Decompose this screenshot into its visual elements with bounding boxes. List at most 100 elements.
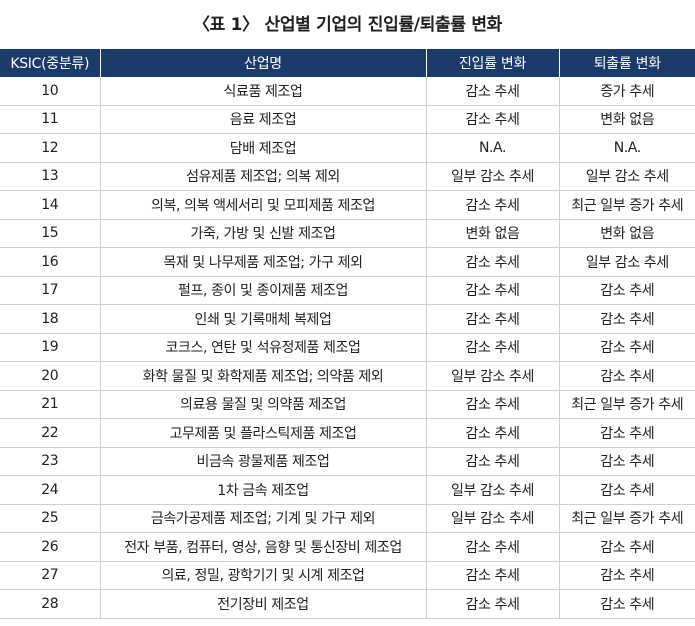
cell-exit-rate-change: 감소 추세 <box>558 589 695 619</box>
table-row: 20 화학 물질 및 화학제품 제조업; 의약품 제외 일부 감소 추세 감소 추세 <box>0 361 695 391</box>
cell-entry-rate-change: 감소 추세 <box>425 561 559 590</box>
table-row: 19 코크스, 연탄 및 석유정제품 제조업 감소 추세 감소 추세 <box>0 333 695 362</box>
cell-industry-name: 전기장비 제조업 <box>99 589 426 619</box>
cell-industry-name: 금속가공제품 제조업; 기계 및 가구 제외 <box>99 504 426 533</box>
cell-entry-rate-change: N.A. <box>425 133 559 163</box>
header-entry-rate-change: 진입률 변화 <box>425 49 559 77</box>
cell-entry-rate-change: 감소 추세 <box>425 77 559 106</box>
cell-exit-rate-change: 감소 추세 <box>558 532 695 562</box>
cell-exit-rate-change: 감소 추세 <box>558 361 695 391</box>
cell-exit-rate-change: 감소 추세 <box>558 475 695 505</box>
cell-industry-name: 식료품 제조업 <box>99 77 426 106</box>
cell-industry-name: 화학 물질 및 화학제품 제조업; 의약품 제외 <box>99 361 426 391</box>
cell-ksic-code: 10 <box>0 77 100 106</box>
cell-industry-name: 인쇄 및 기록매체 복제업 <box>99 304 426 334</box>
cell-industry-name: 담배 제조업 <box>99 133 426 163</box>
cell-entry-rate-change: 일부 감소 추세 <box>425 162 559 191</box>
table-row: 27 의료, 정밀, 광학기기 및 시계 제조업 감소 추세 감소 추세 <box>0 561 695 590</box>
cell-industry-name: 목재 및 나무제품 제조업; 가구 제외 <box>99 247 426 277</box>
cell-ksic-code: 21 <box>0 390 100 419</box>
table-row: 25 금속가공제품 제조업; 기계 및 가구 제외 일부 감소 추세 최근 일부 증가… <box>0 504 695 533</box>
cell-ksic-code: 18 <box>0 304 100 334</box>
cell-entry-rate-change: 감소 추세 <box>425 333 559 362</box>
cell-industry-name: 의복, 의복 액세서리 및 모피제품 제조업 <box>99 190 426 220</box>
cell-entry-rate-change: 감소 추세 <box>425 190 559 220</box>
cell-ksic-code: 22 <box>0 418 100 448</box>
cell-ksic-code: 26 <box>0 532 100 562</box>
cell-industry-name: 고무제품 및 플라스틱제품 제조업 <box>99 418 426 448</box>
cell-entry-rate-change: 감소 추세 <box>425 447 559 476</box>
table-row: 24 1차 금속 제조업 일부 감소 추세 감소 추세 <box>0 475 695 505</box>
cell-industry-name: 의료, 정밀, 광학기기 및 시계 제조업 <box>99 561 426 590</box>
cell-entry-rate-change: 일부 감소 추세 <box>425 475 559 505</box>
cell-ksic-code: 16 <box>0 247 100 277</box>
cell-ksic-code: 24 <box>0 475 100 505</box>
cell-entry-rate-change: 일부 감소 추세 <box>425 504 559 533</box>
cell-exit-rate-change: 감소 추세 <box>558 276 695 305</box>
cell-ksic-code: 14 <box>0 190 100 220</box>
cell-exit-rate-change: 변화 없음 <box>558 219 695 248</box>
cell-entry-rate-change: 감소 추세 <box>425 418 559 448</box>
table-row: 10 식료품 제조업 감소 추세 증가 추세 <box>0 77 695 106</box>
cell-ksic-code: 12 <box>0 133 100 163</box>
cell-exit-rate-change: 감소 추세 <box>558 561 695 590</box>
cell-entry-rate-change: 감소 추세 <box>425 247 559 277</box>
table-header: KSIC(중분류) 산업명 진입률 변화 퇴출률 변화 <box>0 49 695 77</box>
cell-exit-rate-change: 감소 추세 <box>558 333 695 362</box>
table-row: 16 목재 및 나무제품 제조업; 가구 제외 감소 추세 일부 감소 추세 <box>0 247 695 277</box>
cell-entry-rate-change: 감소 추세 <box>425 390 559 419</box>
cell-entry-rate-change: 감소 추세 <box>425 105 559 134</box>
table-row: 12 담배 제조업 N.A. N.A. <box>0 133 695 163</box>
cell-entry-rate-change: 감소 추세 <box>425 304 559 334</box>
cell-exit-rate-change: 최근 일부 증가 추세 <box>558 190 695 220</box>
cell-industry-name: 의료용 물질 및 의약품 제조업 <box>99 390 426 419</box>
table-row: 21 의료용 물질 및 의약품 제조업 감소 추세 최근 일부 증가 추세 <box>0 390 695 419</box>
cell-entry-rate-change: 감소 추세 <box>425 589 559 619</box>
cell-ksic-code: 28 <box>0 589 100 619</box>
cell-exit-rate-change: N.A. <box>558 133 695 163</box>
table-row: 23 비금속 광물제품 제조업 감소 추세 감소 추세 <box>0 447 695 476</box>
cell-entry-rate-change: 감소 추세 <box>425 276 559 305</box>
cell-ksic-code: 19 <box>0 333 100 362</box>
cell-ksic-code: 13 <box>0 162 100 191</box>
industry-entry-exit-table: KSIC(중분류) 산업명 진입률 변화 퇴출률 변화 10 식료품 제조업 감소 … <box>0 49 695 619</box>
cell-entry-rate-change: 감소 추세 <box>425 532 559 562</box>
header-exit-rate-change: 퇴출률 변화 <box>558 49 695 77</box>
cell-exit-rate-change: 최근 일부 증가 추세 <box>558 390 695 419</box>
cell-industry-name: 음료 제조업 <box>99 105 426 134</box>
table-row: 22 고무제품 및 플라스틱제품 제조업 감소 추세 감소 추세 <box>0 418 695 448</box>
cell-ksic-code: 23 <box>0 447 100 476</box>
table-body: 10 식료품 제조업 감소 추세 증가 추세 11 음료 제조업 감소 추세 변화 없음 12 담… <box>0 77 695 619</box>
cell-entry-rate-change: 변화 없음 <box>425 219 559 248</box>
table-row: 26 전자 부품, 컴퓨터, 영상, 음향 및 통신장비 제조업 감소 추세 감소 추… <box>0 532 695 562</box>
header-ksic-code: KSIC(중분류) <box>0 49 100 77</box>
table-row: 15 가죽, 가방 및 신발 제조업 변화 없음 변화 없음 <box>0 219 695 248</box>
cell-ksic-code: 11 <box>0 105 100 134</box>
table-row: 28 전기장비 제조업 감소 추세 감소 추세 <box>0 589 695 619</box>
cell-industry-name: 비금속 광물제품 제조업 <box>99 447 426 476</box>
cell-industry-name: 펄프, 종이 및 종이제품 제조업 <box>99 276 426 305</box>
cell-exit-rate-change: 감소 추세 <box>558 418 695 448</box>
cell-ksic-code: 17 <box>0 276 100 305</box>
table-row: 14 의복, 의복 액세서리 및 모피제품 제조업 감소 추세 최근 일부 증가 추세 <box>0 190 695 220</box>
cell-exit-rate-change: 일부 감소 추세 <box>558 162 695 191</box>
cell-industry-name: 코크스, 연탄 및 석유정제품 제조업 <box>99 333 426 362</box>
cell-exit-rate-change: 감소 추세 <box>558 304 695 334</box>
header-row: KSIC(중분류) 산업명 진입률 변화 퇴출률 변화 <box>0 49 695 77</box>
cell-industry-name: 가죽, 가방 및 신발 제조업 <box>99 219 426 248</box>
table-row: 11 음료 제조업 감소 추세 변화 없음 <box>0 105 695 134</box>
cell-entry-rate-change: 일부 감소 추세 <box>425 361 559 391</box>
cell-ksic-code: 27 <box>0 561 100 590</box>
cell-industry-name: 1차 금속 제조업 <box>99 475 426 505</box>
table-row: 17 펄프, 종이 및 종이제품 제조업 감소 추세 감소 추세 <box>0 276 695 305</box>
cell-ksic-code: 20 <box>0 361 100 391</box>
cell-exit-rate-change: 감소 추세 <box>558 447 695 476</box>
cell-exit-rate-change: 일부 감소 추세 <box>558 247 695 277</box>
cell-industry-name: 섬유제품 제조업; 의복 제외 <box>99 162 426 191</box>
cell-industry-name: 전자 부품, 컴퓨터, 영상, 음향 및 통신장비 제조업 <box>99 532 426 562</box>
table-row: 13 섬유제품 제조업; 의복 제외 일부 감소 추세 일부 감소 추세 <box>0 162 695 191</box>
table-title: 〈표 1〉 산업별 기업의 진입률/퇴출률 변화 <box>192 15 503 35</box>
table-row: 18 인쇄 및 기록매체 복제업 감소 추세 감소 추세 <box>0 304 695 334</box>
cell-exit-rate-change: 증가 추세 <box>558 77 695 106</box>
cell-ksic-code: 15 <box>0 219 100 248</box>
